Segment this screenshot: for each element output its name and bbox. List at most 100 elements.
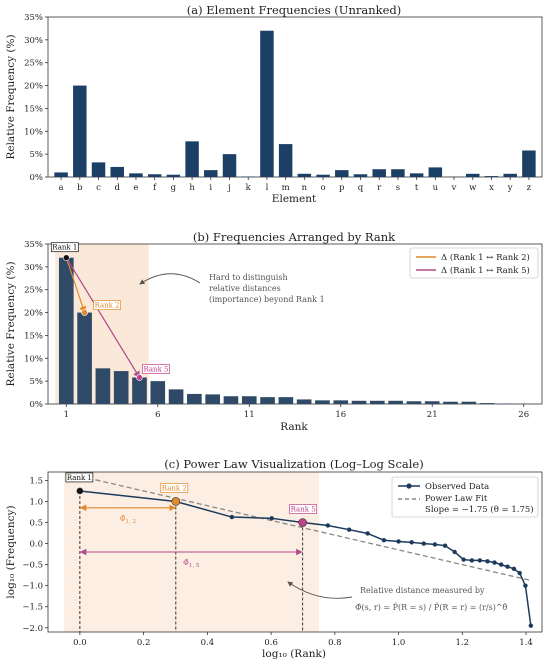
chart-c-ytick-label: 1.0	[29, 497, 43, 507]
chart-c-legend-label-observed: Observed Data	[425, 482, 489, 492]
chart-b-point-rank-1	[62, 254, 70, 262]
chart-a-bar-x	[484, 176, 499, 177]
chart-a-xtick-label: g	[171, 183, 177, 193]
chart-a-bar-g	[166, 174, 181, 177]
chart-b-annotation-line-1: Hard to distinguish	[209, 273, 288, 282]
chart-b-bar-rank-7	[168, 389, 184, 404]
chart-c-point-label-box	[289, 504, 317, 514]
chart-b-point-rank-2	[81, 309, 88, 316]
chart-b-point-label: Rank 2	[95, 302, 120, 310]
chart-a-xtick-label: l	[266, 183, 269, 193]
chart-c-observed-point	[461, 557, 466, 562]
chart-c-annotation-arrow	[287, 581, 353, 599]
chart-c-point-label-box	[160, 483, 189, 493]
chart-b-legend-box	[409, 247, 539, 279]
chart-c-legend-label-fit: Power Law Fit	[425, 494, 488, 504]
chart-c-span-subscript: 1, 5	[189, 563, 200, 569]
chart-a-ytick-label: 15%	[24, 104, 43, 114]
chart-b-ytick-label: 20%	[24, 309, 43, 319]
chart-b-frame	[47, 243, 543, 405]
chart-a-xtick-label: v	[451, 183, 457, 193]
chart-b-ytick-label: 35%	[24, 240, 43, 250]
chart-a-xtick-label: j	[227, 183, 231, 193]
chart-b-bar-rank-4	[113, 371, 129, 404]
chart-b-legend: Δ (Rank 1 ↔ Rank 2) Δ (Rank 1 ↔ Rank 5)	[409, 247, 539, 279]
chart-c-ytick-label: −2.0	[22, 624, 43, 634]
chart-c-span-label: Φ̂1, 2	[120, 514, 136, 525]
chart-b-bar-rank-6	[150, 381, 166, 404]
chart-a-bar-r	[372, 169, 386, 177]
chart-b-xtick-label: 1	[64, 410, 69, 420]
chart-b-ytick-label: 30%	[24, 263, 43, 273]
chart-a-bar-j	[222, 154, 237, 177]
chart-c-observed-point	[528, 623, 534, 628]
chart-b-bar-rank-12	[260, 397, 275, 404]
chart-c-ylabel: log₁₀ (Frequency)	[5, 505, 17, 598]
chart-b-y-ticks: 0% 5% 10% 15% 20% 25% 30% 35%	[24, 240, 48, 410]
chart-b-bar-rank-24	[479, 403, 495, 404]
chart-c-point-label: Rank 5	[291, 506, 316, 514]
chart-c-observed-point	[325, 523, 331, 528]
chart-b-bar-rank-9	[205, 394, 220, 404]
chart-c-xtick-label: 1.2	[456, 638, 470, 648]
chart-c-y-ticks: 1.5 1.0 0.5 0.0 −0.5 −1.0 −1.5 −2.0	[22, 476, 48, 634]
chart-c-xtick-label: 1.0	[392, 638, 406, 648]
chart-c-x-ticks: 0.0 0.2 0.4 0.6 0.8 1.0 1.2 1.4	[73, 632, 533, 648]
chart-c-span-symbol: Φ̂	[183, 558, 189, 567]
chart-a-bar-y	[503, 173, 517, 177]
chart-c-observed-point	[365, 531, 370, 536]
chart-b-point-label-box	[50, 242, 79, 253]
chart-a-bar-s	[391, 169, 405, 177]
chart-b-xlabel: Rank	[280, 421, 308, 433]
chart-a-bar-q	[353, 174, 368, 177]
chart-b-legend-label-2: Δ (Rank 1 ↔ Rank 5)	[441, 265, 530, 276]
chart-c-observed-point	[452, 549, 457, 555]
chart-a-bar-p	[335, 170, 349, 177]
chart-a-ytick-label: 10%	[24, 127, 43, 137]
chart-c-legend-marker-observed	[406, 483, 412, 489]
chart-b-arrows	[65, 257, 141, 379]
chart-b-point-label-box	[93, 300, 121, 310]
chart-a-bars	[54, 30, 536, 178]
chart-b-ytick-label: 25%	[24, 286, 43, 296]
chart-b-point-label: Rank 5	[143, 365, 168, 373]
chart-c-frame	[47, 471, 543, 633]
chart-a-xtick-label: y	[507, 183, 513, 193]
chart-b-bar-rank-11	[241, 396, 257, 404]
chart-b-xtick-label: 6	[155, 410, 160, 420]
chart-c-observed-point	[511, 566, 517, 572]
chart-b-point-label: Rank 1	[52, 244, 77, 252]
chart-a-xtick-label: f	[153, 183, 157, 193]
chart-c-xtick-label: 0.0	[73, 638, 87, 648]
chart-c-observed-point	[499, 562, 504, 567]
chart-b-bar-rank-17	[351, 400, 367, 404]
chart-a-xlabel: Element	[272, 193, 317, 205]
chart-c-span-subscript: 1, 2	[125, 519, 136, 525]
chart-a-xtick-label: u	[433, 183, 439, 193]
chart-c-legend-label-slope: Slope = −1.75 (θ = 1.75)	[425, 504, 534, 515]
chart-c-observed-point	[421, 541, 426, 546]
chart-b-bar-rank-15	[315, 400, 330, 404]
chart-b-bar-rank-2	[77, 312, 92, 404]
chart-c-point-label-box	[65, 472, 94, 483]
chart-a-xtick-label: d	[115, 183, 121, 193]
chart-a-bar-w	[466, 173, 480, 177]
chart-a-bar-n	[297, 173, 312, 177]
chart-b-bar-rank-1	[58, 257, 74, 404]
chart-b-annotation-arrow	[139, 273, 201, 285]
chart-a-bar-u	[428, 167, 443, 177]
chart-a-bar-d	[110, 166, 124, 177]
chart-a-xtick-label: m	[282, 183, 290, 193]
chart-c-observed-point	[492, 560, 497, 565]
chart-c-xtick-label: 1.4	[519, 638, 533, 648]
chart-b-bar-rank-3	[95, 368, 111, 404]
chart-a-bar-a	[54, 172, 68, 177]
chart-c-observed-point	[517, 570, 522, 576]
chart-b-point-rank-5	[136, 374, 143, 381]
chart-b-annotation-line-2: relative distances	[209, 284, 281, 293]
chart-a-xtick-label: c	[96, 183, 101, 193]
chart-a-ytick-label: 20%	[24, 82, 43, 92]
chart-c-observed-point	[229, 514, 235, 520]
chart-a-bar-z	[522, 150, 536, 177]
